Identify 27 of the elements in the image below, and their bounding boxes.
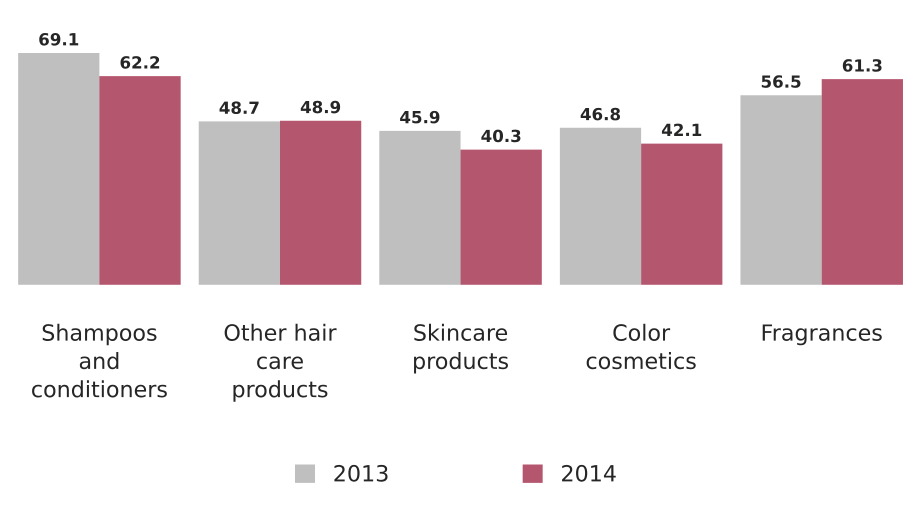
data-label: 69.1 [39, 32, 78, 46]
legend-label: 2014 [562, 464, 616, 482]
data-label: 56.5 [762, 75, 800, 88]
bar [379, 130, 461, 285]
bar [641, 144, 722, 285]
data-label: 62.2 [120, 56, 160, 69]
data-label: 61.3 [842, 59, 882, 72]
bar [18, 52, 100, 285]
data-label: 45.9 [400, 110, 440, 124]
data-label: 48.7 [220, 101, 259, 114]
bar [822, 79, 903, 285]
x-tick-label: Fragrances [762, 324, 882, 346]
data-label: 48.9 [300, 100, 340, 114]
bar [99, 76, 181, 285]
data-label: 42.1 [662, 124, 702, 136]
legend-label: 2013 [334, 464, 388, 482]
bar [560, 128, 642, 285]
x-tick-label: Color cosmetics [586, 324, 696, 370]
bar [740, 95, 822, 285]
bar [198, 121, 280, 285]
bar [460, 150, 542, 285]
x-tick-label: Skincare products [414, 324, 508, 374]
data-label: 40.3 [481, 130, 520, 142]
bar [280, 120, 362, 285]
x-tick-label: Other hair care products [224, 324, 337, 402]
data-label: 46.8 [580, 108, 620, 120]
x-tick-label: Shampoos and conditioners [32, 324, 167, 398]
